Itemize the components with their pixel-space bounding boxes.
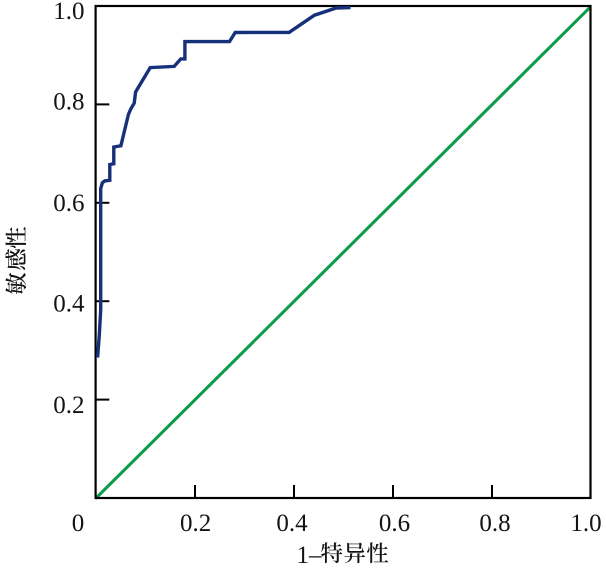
svg-text:1.0: 1.0 — [570, 510, 601, 537]
svg-text:1–: 1– — [297, 542, 323, 569]
svg-text:0.4: 0.4 — [53, 291, 85, 318]
svg-text:0.2: 0.2 — [180, 510, 211, 537]
svg-text:1.0: 1.0 — [53, 0, 84, 25]
svg-text:0.6: 0.6 — [53, 190, 84, 217]
svg-text:0.8: 0.8 — [479, 510, 510, 537]
svg-text:0.8: 0.8 — [53, 89, 84, 116]
svg-text:0.2: 0.2 — [53, 392, 84, 419]
svg-text:0.6: 0.6 — [379, 510, 410, 537]
svg-text:0: 0 — [72, 510, 85, 537]
svg-text:0.4: 0.4 — [276, 510, 308, 537]
